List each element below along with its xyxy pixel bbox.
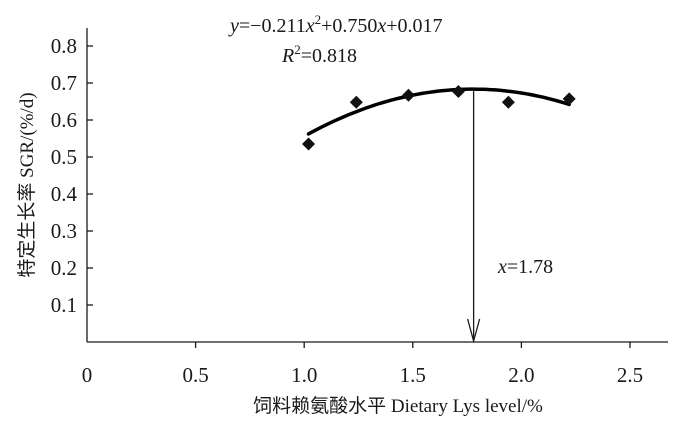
optimum-label: x=1.78 [497,256,553,278]
x-tick-label: 0.5 [182,363,208,387]
data-points [302,85,576,151]
y-ticks: 0.1 0.2 0.3 0.4 0.5 0.6 0.7 0.8 [51,34,93,317]
x-tick-label: 1.0 [291,363,317,387]
data-point [562,92,576,106]
equation-label: y=−0.211x2+0.750x+0.017 [228,12,443,37]
data-point [302,137,316,151]
data-point [349,95,363,109]
data-point [451,85,465,99]
fit-curve [306,87,571,136]
optimum-arrow-head [466,318,481,344]
y-tick-label: 0.2 [51,256,77,280]
y-tick-label: 0.6 [51,108,77,132]
y-tick-label: 0.4 [51,182,78,206]
x-ticks: 0 0.5 1.0 1.5 2.0 2.5 [82,342,643,387]
data-point [401,88,415,102]
r-squared-label: R2=0.818 [281,42,357,67]
y-tick-label: 0.8 [51,34,77,58]
y-tick-label: 0.1 [51,293,77,317]
x-tick-label: 1.5 [400,363,426,387]
x-tick-label: 0 [82,363,93,387]
y-tick-label: 0.5 [51,145,77,169]
data-point [501,95,515,109]
x-tick-label: 2.5 [617,363,643,387]
x-tick-label: 2.0 [508,363,534,387]
y-axis-label: 特定生长率 SGR/(%/d) [16,92,38,277]
x-axis-label: 饲料赖氨酸水平 Dietary Lys level/% [253,395,543,417]
y-tick-label: 0.7 [51,71,77,95]
y-tick-label: 0.3 [51,219,77,243]
